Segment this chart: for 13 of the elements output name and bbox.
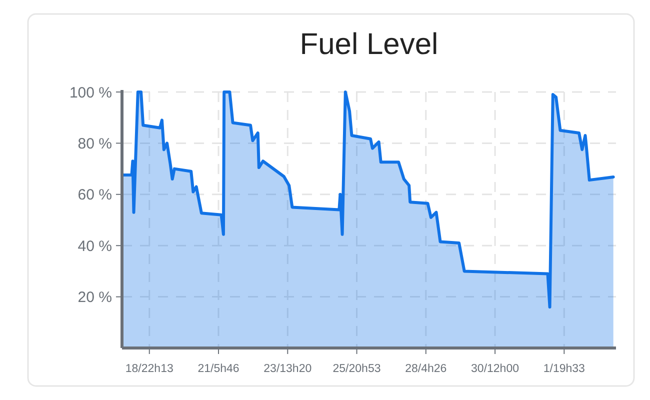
y-tick-label: 20 %	[78, 289, 112, 306]
x-tick-label: 18/22h13	[125, 363, 174, 375]
x-tick-label: 28/4h26	[405, 363, 447, 375]
x-tick-label: 23/13h20	[264, 363, 312, 375]
y-tick-label: 80 %	[78, 135, 112, 152]
x-tick-label: 30/12h00	[471, 363, 520, 375]
chart-title: Fuel Level	[300, 28, 438, 61]
y-tick-label: 60 %	[78, 186, 112, 204]
y-tick-label: 100 %	[69, 84, 112, 102]
y-tick-label: 40 %	[78, 238, 112, 255]
x-tick-label: 1/19h33	[543, 363, 585, 375]
x-tick-label: 21/5h46	[198, 363, 240, 375]
x-tick-label: 25/20h53	[332, 363, 381, 375]
